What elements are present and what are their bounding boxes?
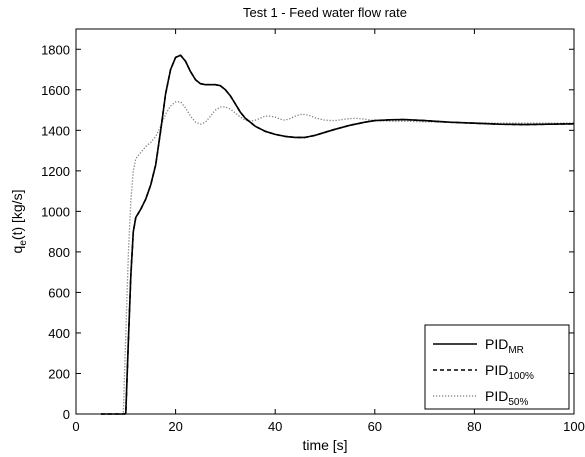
y-tick-label: 1000 (41, 204, 70, 219)
legend-label-sub: 50% (508, 397, 528, 408)
legend-label: PIDMR (485, 336, 524, 356)
x-tick-label: 80 (467, 419, 481, 434)
x-tick-label: 20 (168, 419, 182, 434)
y-tick-label: 0 (63, 407, 70, 422)
x-tick-label: 40 (268, 419, 282, 434)
x-axis-label: time [s] (302, 437, 347, 453)
series-layer (100, 54, 575, 415)
y-axis-label-sub: e (18, 240, 29, 246)
chart-title: Test 1 - Feed water flow rate (243, 5, 407, 20)
y-tick-label: 400 (48, 326, 70, 341)
legend-label: PID100% (485, 362, 534, 382)
legend-label-base: PID (485, 388, 508, 404)
y-axis-label-base: q (9, 246, 25, 254)
x-tick-label: 0 (72, 419, 79, 434)
y-tick-label: 1400 (41, 123, 70, 138)
y-axis-label: qe(t) [kg/s] (9, 190, 29, 254)
legend-label-base: PID (485, 336, 508, 352)
y-tick-marks (76, 48, 574, 415)
legend-label: PID50% (485, 388, 528, 408)
y-tick-label: 600 (48, 285, 70, 300)
y-tick-labels: 0 200 400 600 800 1000 1200 1400 1600 1800 (41, 42, 70, 422)
x-tick-label: 100 (563, 419, 585, 434)
x-tick-labels: 0 20 40 60 80 100 (72, 419, 584, 434)
y-axis-label-rest: (t) [kg/s] (9, 190, 25, 241)
y-tick-label: 800 (48, 245, 70, 260)
y-tick-label: 1600 (41, 83, 70, 98)
legend-label-sub: MR (508, 345, 524, 356)
x-tick-label: 60 (368, 419, 382, 434)
legend-box (424, 324, 570, 410)
legend-label-base: PID (485, 362, 508, 378)
y-tick-label: 1800 (41, 42, 70, 57)
y-tick-label: 1200 (41, 164, 70, 179)
y-tick-label: 200 (48, 366, 70, 381)
series-line-mr (100, 54, 575, 415)
legend-label-sub: 100% (508, 371, 534, 382)
x-tick-marks (75, 29, 575, 414)
